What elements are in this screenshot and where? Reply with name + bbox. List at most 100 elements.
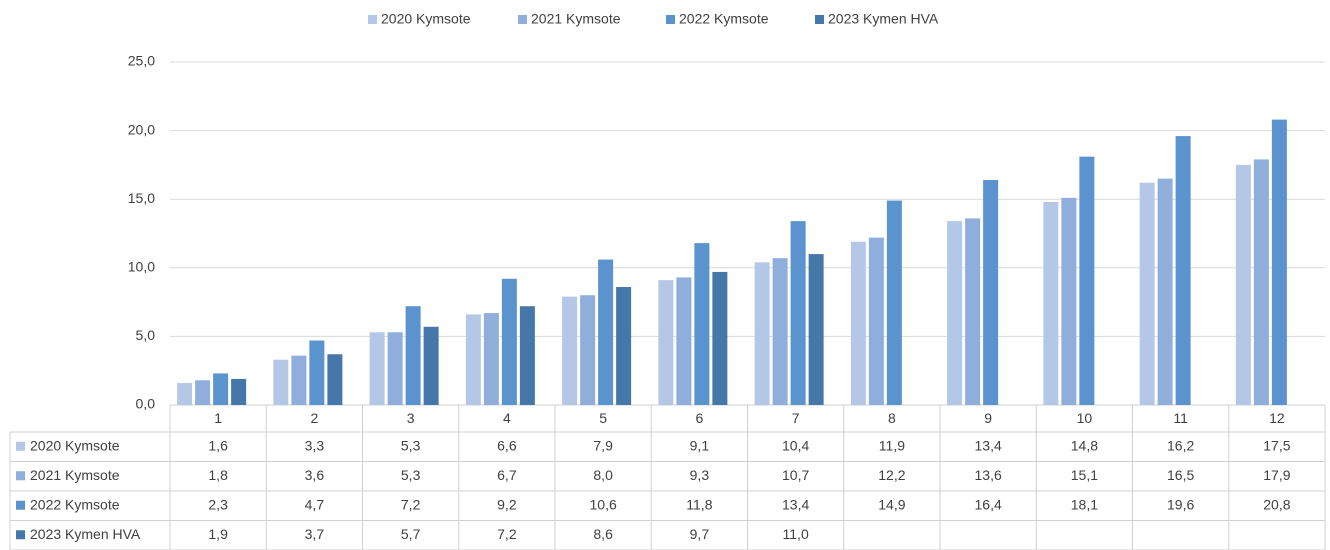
bar (369, 332, 385, 405)
table-value: 9,3 (690, 467, 710, 483)
bar (177, 383, 193, 405)
legend-swatch (815, 15, 824, 24)
table-legend-swatch (16, 441, 25, 451)
table-value: 14,9 (878, 496, 905, 512)
table-value: 17,9 (1263, 467, 1290, 483)
table-value: 18,1 (1071, 496, 1098, 512)
table-value: 3,3 (305, 437, 325, 453)
bar (808, 254, 824, 405)
x-tick-label: 2 (310, 410, 318, 426)
bar (273, 359, 289, 405)
legend-label: 2021 Kymsote (531, 11, 621, 27)
table-value: 14,8 (1071, 437, 1098, 453)
x-tick-label: 1 (214, 410, 222, 426)
bar (1271, 119, 1287, 406)
bar (562, 296, 578, 405)
bar (616, 287, 632, 405)
bar (772, 258, 788, 405)
table-value: 16,2 (1167, 437, 1194, 453)
bar (754, 262, 770, 405)
table-value: 13,4 (782, 496, 809, 512)
table-value: 5,3 (401, 437, 421, 453)
table-value: 1,8 (208, 467, 228, 483)
bar (291, 355, 307, 405)
table-value: 8,6 (593, 526, 613, 542)
table-value: 16,4 (975, 496, 1002, 512)
bar (886, 200, 902, 405)
table-value: 13,4 (975, 437, 1002, 453)
table-value: 15,1 (1071, 467, 1098, 483)
table-row-label: 2022 Kymsote (30, 496, 120, 512)
x-tick-label: 6 (695, 410, 703, 426)
table-legend-swatch (16, 530, 25, 540)
table-value: 17,5 (1263, 437, 1290, 453)
bar (580, 295, 596, 405)
x-tick-label: 3 (407, 410, 415, 426)
bar (405, 306, 421, 405)
table-value: 1,6 (208, 437, 228, 453)
legend-swatch (518, 15, 527, 24)
bar (1175, 136, 1191, 405)
y-tick-label: 5,0 (136, 327, 156, 343)
x-tick-label: 8 (888, 410, 896, 426)
x-tick-label: 11 (1173, 410, 1188, 426)
table-value: 6,7 (497, 467, 517, 483)
y-tick-label: 20,0 (128, 121, 155, 137)
table-value: 16,5 (1167, 467, 1194, 483)
bar (598, 259, 614, 405)
table-value: 10,6 (590, 496, 617, 512)
table-value: 3,7 (305, 526, 325, 542)
bar (983, 179, 999, 405)
table-value: 9,1 (690, 437, 710, 453)
bar (1235, 164, 1251, 405)
bar (1253, 159, 1269, 405)
table-value: 7,2 (497, 526, 517, 542)
bar (519, 306, 535, 405)
bar (790, 221, 806, 405)
table-value: 10,7 (782, 467, 809, 483)
table-value: 7,9 (593, 437, 613, 453)
bar (309, 340, 325, 405)
table-value: 3,6 (305, 467, 325, 483)
x-tick-label: 5 (599, 410, 607, 426)
table-value: 12,2 (878, 467, 905, 483)
bar (501, 278, 517, 405)
table-value: 5,3 (401, 467, 421, 483)
x-tick-label: 9 (984, 410, 992, 426)
x-tick-label: 4 (503, 410, 511, 426)
bar (231, 378, 247, 405)
bar (694, 243, 710, 405)
bar (213, 373, 229, 405)
bar (712, 271, 728, 405)
table-value: 1,9 (208, 526, 228, 542)
y-tick-label: 15,0 (128, 190, 155, 206)
legend-swatch (666, 15, 675, 24)
legend-swatch (368, 15, 377, 24)
bar (1061, 197, 1077, 405)
bar (1157, 178, 1173, 405)
bar (327, 354, 343, 405)
table-value: 10,4 (782, 437, 809, 453)
table-value: 13,6 (975, 467, 1002, 483)
bar (387, 332, 403, 405)
bar (195, 380, 211, 405)
bar (483, 313, 499, 405)
bar (850, 241, 866, 405)
bar (423, 326, 439, 405)
table-value: 19,6 (1167, 496, 1194, 512)
bar (868, 237, 884, 405)
legend-label: 2022 Kymsote (679, 11, 769, 27)
table-value: 11,8 (686, 496, 712, 512)
y-tick-label: 10,0 (128, 259, 155, 275)
table-value: 11,0 (783, 526, 809, 542)
bar (658, 280, 674, 405)
table-value: 5,7 (401, 526, 421, 542)
table-value: 9,7 (690, 526, 710, 542)
legend-label: 2023 Kymen HVA (828, 11, 939, 27)
table-value: 7,2 (401, 496, 421, 512)
y-tick-label: 0,0 (136, 396, 156, 412)
table-value: 2,3 (208, 496, 228, 512)
legend-label: 2020 Kymsote (381, 11, 471, 27)
table-row-label: 2020 Kymsote (30, 437, 120, 453)
